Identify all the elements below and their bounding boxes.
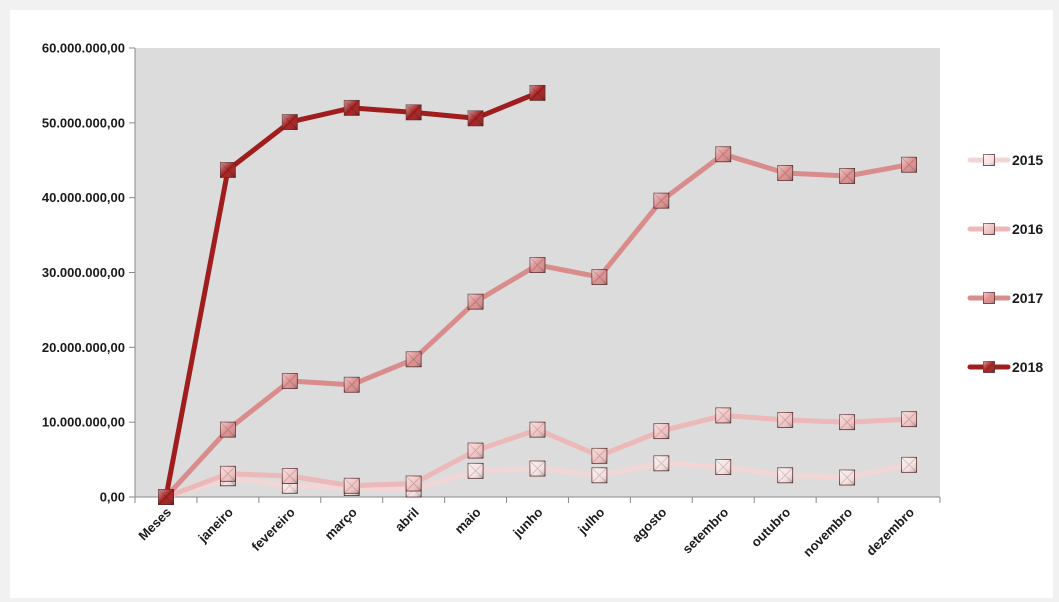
legend-label: 2016 bbox=[1012, 221, 1043, 237]
x-tick-label: outubro bbox=[748, 504, 793, 549]
x-tick-label: maio bbox=[452, 504, 484, 536]
legend-item-2015: 2015 bbox=[967, 152, 1043, 168]
data-point-2018-junho bbox=[529, 85, 546, 101]
data-point-2018-abril bbox=[405, 104, 422, 121]
y-tick-label: 0,00 bbox=[100, 490, 125, 505]
data-point-2017-março bbox=[343, 376, 360, 393]
x-tick-label: fevereiro bbox=[248, 504, 297, 553]
data-point-2015-outubro bbox=[777, 467, 794, 484]
x-tick-label: agosto bbox=[629, 504, 670, 545]
series-2017 bbox=[158, 146, 917, 505]
chart-container: 0,00 10.000.000,00 20.000.000,00 30.000.000… bbox=[10, 10, 1053, 598]
data-point-2016-janeiro bbox=[219, 465, 236, 482]
x-tick-label: novembro bbox=[800, 504, 855, 559]
data-point-2015-setembro bbox=[715, 459, 732, 475]
data-point-2016-setembro bbox=[715, 407, 732, 424]
x-axis-ticks: Meses janeiro fevereiro março abril maio junho… bbox=[134, 497, 941, 560]
data-point-2016-dezembro bbox=[901, 411, 917, 428]
data-point-2018-fevereiro bbox=[281, 114, 298, 130]
data-point-2017-janeiro bbox=[219, 421, 236, 438]
x-tick-label: dezembro bbox=[863, 504, 917, 558]
legend-label: 2018 bbox=[1012, 359, 1043, 375]
data-point-2017-novembro bbox=[839, 168, 856, 184]
data-point-2017-abril bbox=[405, 351, 422, 368]
x-tick-label: abril bbox=[392, 505, 422, 535]
y-tick-label: 20.000.000,00 bbox=[42, 340, 125, 355]
data-point-2016-novembro bbox=[839, 414, 856, 431]
data-point-2015-junho bbox=[529, 460, 546, 477]
data-point-2017-agosto bbox=[653, 192, 670, 209]
data-point-2017-julho bbox=[591, 269, 608, 285]
legend-item-2017: 2017 bbox=[967, 290, 1043, 306]
y-tick-label: 50.000.000,00 bbox=[42, 115, 125, 130]
data-point-2015-julho bbox=[591, 467, 608, 484]
series-2018 bbox=[158, 85, 546, 505]
x-tick-label: março bbox=[322, 504, 360, 542]
data-point-2016-outubro bbox=[777, 412, 794, 428]
data-point-2017-fevereiro bbox=[281, 373, 298, 389]
data-point-2016-agosto bbox=[653, 423, 670, 440]
data-point-2015-agosto bbox=[653, 455, 670, 472]
data-point-2016-maio bbox=[467, 442, 484, 459]
data-point-2016-julho bbox=[591, 447, 608, 464]
legend: 2015 2016 2017 2018 bbox=[967, 152, 1043, 375]
data-point-2017-outubro bbox=[777, 165, 794, 181]
x-tick-label: setembro bbox=[679, 504, 731, 556]
x-tick-label: junho bbox=[509, 504, 545, 540]
legend-label: 2017 bbox=[1012, 290, 1043, 306]
data-point-2017-setembro bbox=[715, 146, 732, 163]
legend-item-2018: 2018 bbox=[967, 359, 1043, 375]
y-tick-label: 40.000.000,00 bbox=[42, 190, 125, 205]
y-axis-ticks: 0,00 10.000.000,00 20.000.000,00 30.000.000… bbox=[42, 41, 135, 505]
x-tick-label: janeiro bbox=[195, 504, 236, 545]
data-point-2017-junho bbox=[529, 257, 546, 273]
data-point-2016-abril bbox=[405, 475, 422, 492]
legend-item-2016: 2016 bbox=[967, 221, 1043, 237]
data-point-2016-março bbox=[343, 477, 360, 494]
data-point-2016-junho bbox=[529, 421, 546, 438]
data-point-2016-fevereiro bbox=[281, 468, 298, 484]
data-point-2015-dezembro bbox=[901, 456, 917, 473]
y-tick-label: 30.000.000,00 bbox=[42, 265, 125, 280]
data-point-2017-dezembro bbox=[901, 156, 917, 173]
data-point-2015-novembro bbox=[839, 469, 856, 486]
data-point-2017-maio bbox=[467, 293, 484, 310]
data-point-2018-janeiro bbox=[219, 162, 236, 178]
legend-label: 2015 bbox=[1012, 152, 1043, 168]
line-chart: 0,00 10.000.000,00 20.000.000,00 30.000.000… bbox=[42, 41, 1043, 560]
y-tick-label: 10.000.000,00 bbox=[42, 415, 125, 430]
data-point-2018-março bbox=[343, 99, 360, 116]
x-tick-label: Meses bbox=[135, 505, 174, 544]
data-point-2015-maio bbox=[467, 462, 484, 479]
series-group bbox=[158, 85, 917, 505]
data-point-2018-maio bbox=[467, 110, 484, 127]
y-tick-label: 60.000.000,00 bbox=[42, 41, 125, 56]
data-point-2018-Meses bbox=[158, 489, 174, 505]
x-tick-label: julho bbox=[574, 504, 607, 537]
